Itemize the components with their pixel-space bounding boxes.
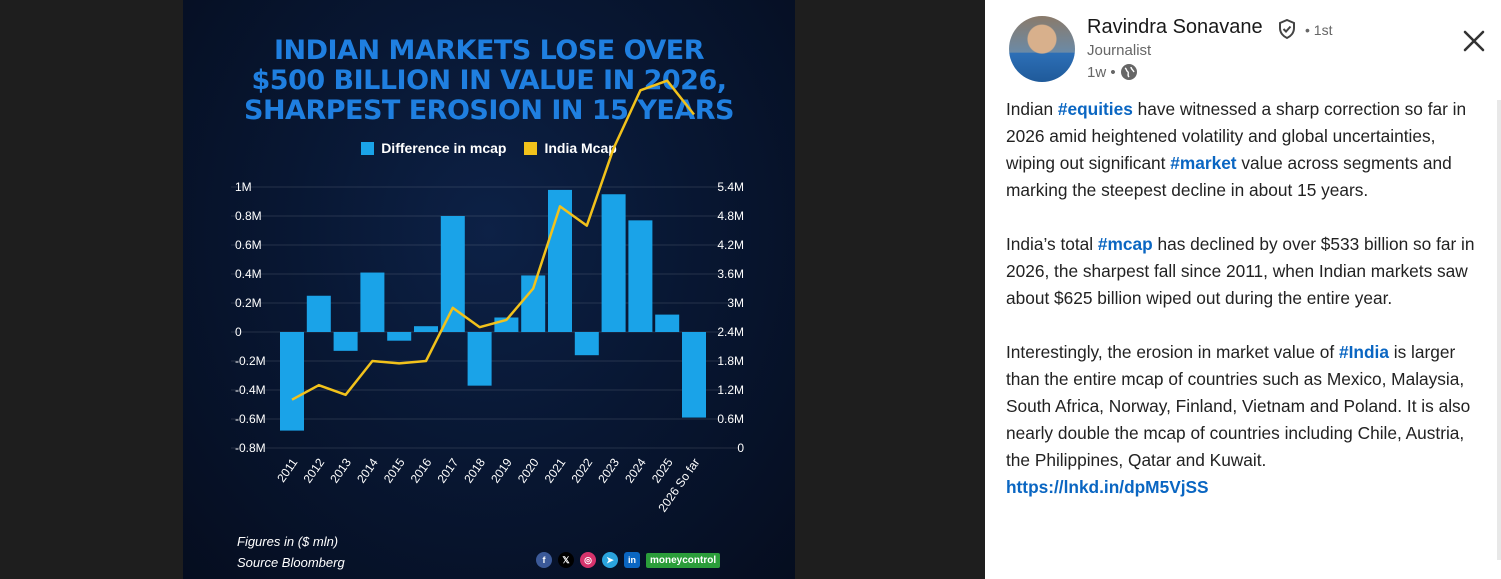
x-axis-tick-label: 2017 [434,455,461,485]
bar-2022 [574,332,599,356]
x-axis-tick-label: 2025 [649,455,676,485]
x-axis-tick-label: 2011 [274,455,300,484]
post-text-segment: is larger than the entire mcap of countr… [1006,342,1471,470]
x-axis-tick-label: 2021 [542,455,569,485]
avatar[interactable] [1009,16,1075,82]
post-text-segment: value across segments and marking the st… [1006,153,1452,200]
globe-icon [1120,64,1137,80]
right-axis-tick-label: 5.4M [717,180,744,194]
close-icon[interactable] [1461,28,1487,54]
hashtag-link[interactable]: #mcap [1097,234,1153,254]
left-axis-tick-label: 0.2M [235,296,262,310]
left-axis-tick-label: 0.4M [235,267,262,281]
x-axis-tick-label: 2024 [622,455,649,485]
legend-swatch-line [524,141,538,155]
bar-2014 [360,272,385,332]
post-time: 1w • [1087,63,1116,81]
right-axis-tick-label: 2.4M [717,325,744,339]
post-meta: 1w • [1087,63,1138,81]
bar-2023 [601,194,626,332]
x-axis-tick-label: 2014 [354,455,381,485]
left-axis-tick-label: 0.6M [235,238,262,252]
x-axis-tick-label: 2020 [515,455,542,485]
bar-2012 [306,295,331,332]
moneycontrol-logo: moneycontrol [646,552,721,568]
legend-item-line: India Mcap [524,140,617,156]
hashtag-link[interactable]: #equities [1057,99,1133,119]
post-text-segment: Indian [1006,99,1058,119]
post-text-segment: India’s total [1006,234,1098,254]
poster-title-line: $500 BILLION IN VALUE IN 2026, [251,65,727,96]
legend-item-bars: Difference in mcap [361,140,506,156]
left-axis-tick-label: -0.2M [235,354,266,368]
x-axis-tick-label: 2022 [568,455,595,485]
x-axis-tick-label: 2018 [461,455,488,485]
hashtag-link[interactable]: #market [1170,153,1237,173]
right-axis-tick-label: 0.6M [717,412,744,426]
social-icons: f 𝕏 ◎ ➤ in moneycontrol [536,552,721,568]
right-axis-tick-label: 1.8M [717,354,744,368]
author-headline: Journalist [1087,42,1152,59]
post-paragraph: India’s total #mcap has declined by over… [1006,231,1486,312]
bar-2026-so-far [682,332,706,418]
x-icon: 𝕏 [558,552,574,568]
linkedin-icon: in [624,552,640,568]
x-axis-tick-label: 2015 [381,455,408,485]
legend-label-bars: Difference in mcap [381,140,507,156]
hashtag-link[interactable]: #India [1339,342,1389,362]
verified-shield-icon [1279,19,1295,39]
post-text-segment: has declined by over $533 billion so far… [1006,234,1475,308]
left-axis-tick-label: -0.6M [235,412,266,426]
post-paragraph: Indian #equities have witnessed a sharp … [1006,96,1486,204]
left-axis-tick-label: 1M [235,180,252,194]
left-axis-tick-label: 0 [235,325,242,339]
post-text-segment: Interestingly, the erosion in market val… [1006,342,1339,362]
x-axis-tick-label: 2012 [300,455,327,485]
x-axis-tick-label: 2019 [488,455,515,485]
post-body: Indian #equities have witnessed a sharp … [1006,96,1486,501]
bar-2011 [280,332,304,431]
post-link[interactable]: https://lnkd.in/dpM5VjSS [1006,477,1209,497]
poster-title-line: SHARPEST EROSION IN 15 YEARS [244,95,735,126]
facebook-icon: f [536,552,552,568]
india-mcap-line [291,79,695,401]
bar-2024 [628,220,653,332]
post-paragraph: Interestingly, the erosion in market val… [1006,339,1486,474]
bar-2015 [387,332,412,341]
connection-degree: • 1st [1305,22,1333,38]
x-axis-tick-label: 2013 [327,455,354,485]
post-detail-panel: Ravindra Sonavane • 1st Journalist 1w • … [985,0,1501,579]
post-text-segment: have witnessed a sharp correction so far… [1006,99,1467,173]
left-axis-tick-label: -0.4M [235,383,266,397]
bar-2025 [655,314,680,332]
bar-2020 [521,275,546,332]
bar-2016 [414,326,438,332]
post-image[interactable]: INDIAN MARKETS LOSE OVER $500 BILLION IN… [183,0,795,579]
source-note: Source Bloomberg [237,555,345,570]
x-axis-tick-label: 2016 [408,455,435,485]
left-axis-tick-label: -0.8M [235,441,266,455]
right-axis-tick-label: 4.8M [717,209,744,223]
telegram-icon: ➤ [602,552,618,568]
poster-title: INDIAN MARKETS LOSE OVER $500 BILLION IN… [183,36,795,126]
right-axis-tick-label: 3M [727,296,744,310]
author-name[interactable]: Ravindra Sonavane [1087,16,1263,38]
legend-label-line: India Mcap [544,140,617,156]
right-axis-tick-label: 1.2M [717,383,744,397]
bar-2018 [467,332,492,386]
mcap-chart: 1M 5.4M 0.8M 4.8M 0.6M 4.2M 0.4M 3.6M 0.2M 3M 0 2.4… [231,79,744,515]
figures-note: Figures in ($ mln) [237,534,339,549]
right-axis-tick-label: 0 [737,441,744,455]
bar-2013 [333,332,358,351]
legend-swatch-bars [361,141,375,155]
right-axis-tick-label: 3.6M [717,267,744,281]
chart-legend: Difference in mcap India Mcap [183,140,795,156]
poster-title-line: INDIAN MARKETS LOSE OVER [273,35,705,66]
left-axis-tick-label: 0.8M [235,209,262,223]
instagram-icon: ◎ [580,552,596,568]
x-axis-tick-label: 2023 [595,455,622,485]
right-axis-tick-label: 4.2M [717,238,744,252]
scrollbar[interactable] [1497,100,1501,560]
